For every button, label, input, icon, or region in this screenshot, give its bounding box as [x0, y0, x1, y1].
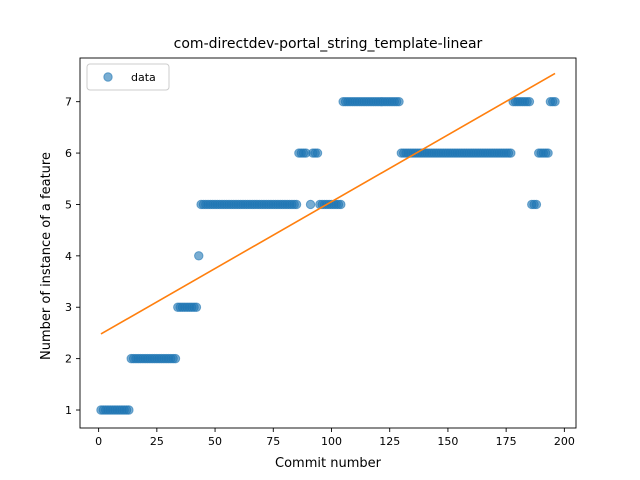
x-tick-label: 25: [150, 435, 164, 448]
data-point: [191, 302, 202, 312]
x-tick-label: 125: [379, 435, 400, 448]
x-tick-label: 150: [437, 435, 458, 448]
x-axis-label: Commit number: [275, 456, 382, 471]
x-tick-label: 0: [95, 435, 102, 448]
axes-frame: [79, 57, 577, 429]
data-point: [531, 199, 542, 210]
chart-title: com-directdev-portal_string_template-lin…: [174, 36, 483, 52]
x-tick-label: 75: [266, 435, 280, 448]
y-tick-label: 4: [65, 250, 72, 263]
data-point: [524, 96, 535, 107]
y-tick-label: 1: [65, 404, 72, 417]
y-tick-label: 7: [65, 96, 72, 109]
y-tick-label: 2: [65, 353, 72, 366]
data-point: [170, 353, 181, 364]
legend-label: data: [131, 71, 156, 84]
fit-line: [100, 72, 556, 335]
legend-marker: [103, 72, 113, 82]
y-axis-label: Number of instance of a feature: [39, 152, 54, 360]
data-point: [124, 405, 134, 415]
data-point: [550, 96, 560, 107]
plot-area: 0 25 50 75 100 125 150 175 200 1 2 3 4 5 6 7: [65, 57, 577, 448]
data-point: [394, 96, 404, 107]
data-point: [305, 199, 316, 210]
legend: data: [86, 63, 170, 91]
data-points: [96, 96, 560, 415]
data-point: [312, 148, 323, 158]
x-tick-label: 200: [554, 435, 575, 448]
x-tick-label: 175: [496, 435, 517, 448]
data-point: [543, 148, 553, 158]
y-tick-label: 5: [65, 198, 72, 211]
data-point: [291, 199, 302, 210]
legend-box: [86, 63, 170, 91]
data-point: [336, 199, 346, 210]
x-tick-label: 100: [321, 435, 342, 448]
y-tick-label: 6: [65, 147, 72, 160]
data-point: [194, 251, 204, 261]
y-tick-label: 3: [65, 301, 72, 314]
x-tick-label: 50: [208, 435, 222, 448]
data-point: [506, 148, 516, 158]
